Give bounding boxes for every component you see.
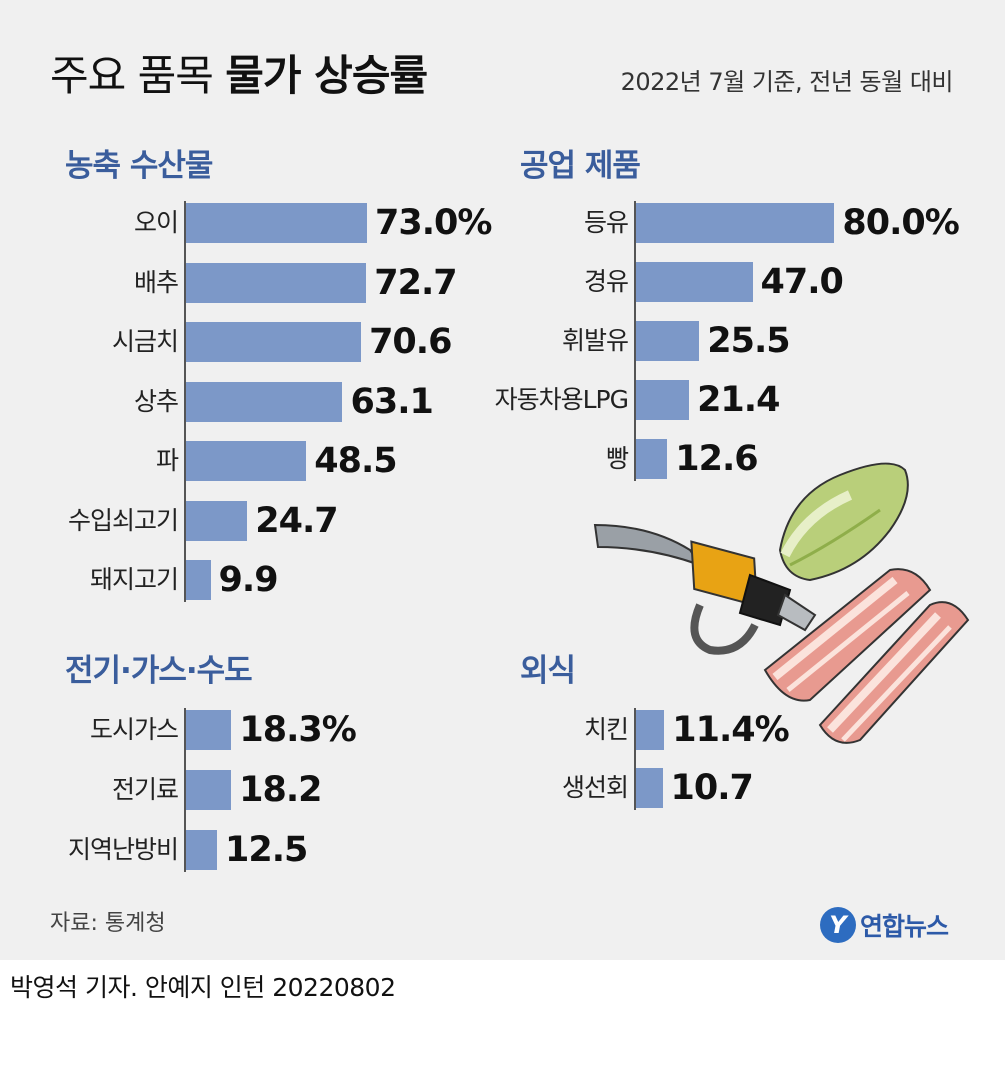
pork-belly-icon xyxy=(763,568,970,744)
bar-value-label: 9.9 xyxy=(218,560,279,600)
section-title: 농축 수산물 xyxy=(65,148,213,184)
bar xyxy=(186,381,343,422)
bar-axis xyxy=(634,201,636,481)
source-note: 자료: 통계청 xyxy=(50,911,166,936)
bar-category-label: 오이 xyxy=(133,208,179,237)
bar-category-label: 상추 xyxy=(133,386,179,416)
bar-value-label: 70.6 xyxy=(369,322,452,362)
page-subtitle: 2022년 7월 기준, 전년 동월 대비 xyxy=(620,68,954,96)
page-title: 주요 품목 물가 상승률 xyxy=(50,42,428,103)
infographic-panel: 주요 품목 물가 상승률 2022년 7월 기준, 전년 동월 대비 농축 수산… xyxy=(0,0,1005,960)
bar-category-label: 도시가스 xyxy=(89,715,179,744)
bar-value-label: 11.4% xyxy=(672,710,789,750)
bar-axis xyxy=(184,708,186,872)
yonhap-logo: Y 연합뉴스 xyxy=(820,905,949,945)
bar-category-label: 돼지고기 xyxy=(89,565,179,594)
section-title: 외식 xyxy=(520,653,576,689)
logo-mark-icon: Y xyxy=(820,907,856,943)
bar-category-label: 시금치 xyxy=(111,327,179,356)
bar-category-label: 배추 xyxy=(133,267,179,297)
bar-value-label: 73.0% xyxy=(375,203,492,243)
bar-value-label: 18.3% xyxy=(239,710,356,750)
bar xyxy=(636,380,690,420)
bar xyxy=(186,830,217,870)
bar xyxy=(186,560,211,600)
bar-axis xyxy=(184,201,186,602)
bar xyxy=(186,441,307,481)
bar-value-label: 18.2 xyxy=(239,770,322,810)
cabbage-icon xyxy=(778,462,909,582)
logo-text: 연합뉴스 xyxy=(860,912,949,941)
title-light: 주요 품목 xyxy=(50,51,214,100)
illustration xyxy=(593,462,970,744)
bar-category-label: 생선회 xyxy=(561,773,629,802)
bar-category-label: 전기료 xyxy=(111,775,179,804)
bar-value-label: 47.0 xyxy=(760,262,844,302)
bar-value-label: 12.5 xyxy=(225,830,308,870)
bar xyxy=(186,770,232,810)
bar-value-label: 12.6 xyxy=(675,439,758,479)
bar-category-label: 수입쇠고기 xyxy=(67,505,179,535)
bar-category-label: 휘발유 xyxy=(561,326,629,355)
bar-category-label: 빵 xyxy=(605,444,629,473)
bar-value-label: 48.5 xyxy=(314,441,397,481)
bar-category-label: 파 xyxy=(155,446,179,475)
bar xyxy=(636,203,835,243)
bar xyxy=(636,439,668,479)
byline-credit: 박영석 기자. 안예지 인턴 20220802 xyxy=(10,973,396,1002)
bar xyxy=(636,262,753,302)
bar xyxy=(186,710,232,750)
bar-value-label: 10.7 xyxy=(670,768,754,808)
section-title: 공업 제품 xyxy=(520,148,641,184)
bar-category-label: 자동차용LPG xyxy=(494,385,629,414)
bar-value-label: 80.0% xyxy=(842,203,959,243)
bar-category-label: 경유 xyxy=(583,267,629,296)
bar xyxy=(186,203,368,243)
bar xyxy=(636,321,700,361)
bar-value-label: 21.4 xyxy=(697,380,780,420)
bar xyxy=(186,500,248,541)
bar xyxy=(636,768,663,808)
bar-value-label: 24.7 xyxy=(255,500,338,541)
bar-value-label: 25.5 xyxy=(707,321,790,361)
section-title: 전기·가스·수도 xyxy=(65,653,253,689)
bar-category-label: 등유 xyxy=(583,208,629,237)
bar-category-label: 치킨 xyxy=(583,715,629,744)
fuel-nozzle-icon xyxy=(593,523,817,655)
bar-value-label: 72.7 xyxy=(374,262,457,303)
title-bold: 물가 상승률 xyxy=(225,51,428,100)
bar-category-label: 지역난방비 xyxy=(67,835,179,864)
bar-axis xyxy=(634,708,636,810)
bar xyxy=(186,322,362,362)
bar-value-label: 63.1 xyxy=(350,381,433,422)
bar xyxy=(186,262,367,303)
bar xyxy=(636,710,665,750)
